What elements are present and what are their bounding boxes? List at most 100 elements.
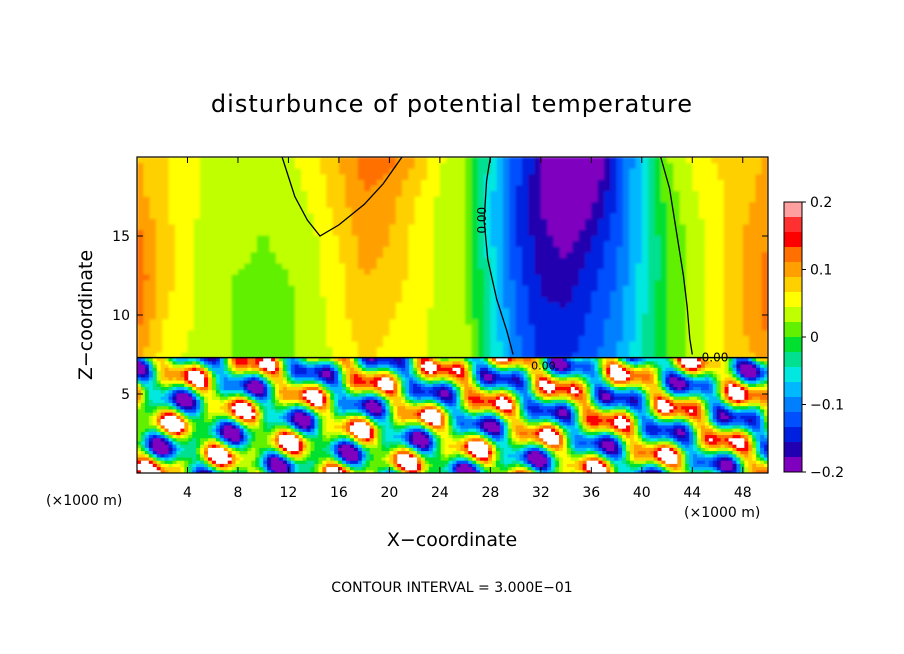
field-cell (244, 257, 252, 264)
field-cell (196, 456, 201, 461)
field-cell (578, 246, 586, 253)
field-cell (402, 240, 409, 247)
field-cell (314, 456, 319, 461)
field-cell (547, 285, 555, 292)
field-cell (211, 444, 217, 448)
field-cell (414, 307, 422, 314)
field-cell (288, 196, 296, 203)
field-cell (578, 466, 584, 471)
field-cell (458, 296, 466, 303)
field-cell (491, 444, 497, 448)
field-cell (319, 201, 327, 208)
field-cell (534, 335, 542, 342)
field-cell (585, 279, 592, 286)
field-cell (152, 444, 158, 448)
field-cell (553, 223, 561, 231)
field-cell (665, 469, 670, 473)
field-cell (389, 460, 394, 464)
field-cell (370, 184, 378, 192)
field-cell (338, 346, 346, 353)
field-cell (219, 444, 225, 448)
field-cell (578, 329, 586, 336)
field-cell (717, 157, 725, 164)
field-cell (342, 453, 347, 458)
field-cell (439, 318, 447, 325)
field-cell (448, 460, 453, 464)
field-cell (660, 162, 668, 169)
field-cell (760, 466, 765, 471)
field-cell (370, 329, 378, 336)
field-cell (610, 196, 618, 203)
field-cell (742, 318, 750, 325)
field-cell (629, 335, 637, 342)
field-cell (263, 450, 268, 455)
field-cell (764, 469, 768, 473)
field-cell (654, 173, 662, 180)
field-cell (275, 229, 283, 236)
field-cell (452, 168, 460, 175)
field-cell (196, 463, 201, 468)
field-cell (349, 460, 355, 464)
field-cell (616, 324, 624, 331)
field-cell (468, 456, 473, 461)
field-cell (162, 207, 170, 214)
field-cell (408, 279, 416, 286)
field-cell (626, 466, 631, 471)
field-cell (193, 190, 201, 197)
field-cell (667, 346, 674, 353)
field-cell (698, 268, 706, 275)
field-cell (433, 173, 441, 180)
field-cell (200, 168, 208, 175)
field-cell (591, 285, 599, 292)
field-cell (351, 229, 359, 236)
field-cell (744, 466, 749, 471)
field-cell (383, 240, 390, 247)
field-cell (149, 207, 157, 214)
field-cell (685, 240, 693, 247)
field-cell (332, 179, 340, 186)
field-cell (692, 212, 700, 219)
field-cell (586, 456, 592, 461)
field-cell (446, 352, 454, 359)
field-cell (559, 190, 567, 197)
field-cell (610, 179, 618, 186)
field-cell (527, 456, 532, 461)
field-cell (440, 447, 446, 452)
field-cell (288, 207, 296, 214)
field-cell (332, 279, 340, 286)
field-cell (578, 313, 586, 320)
field-cell (465, 318, 473, 325)
field-cell (357, 212, 365, 219)
field-cell (269, 246, 277, 253)
field-cell (578, 290, 586, 297)
field-cell (269, 335, 277, 342)
field-cell (420, 463, 426, 468)
field-cell (206, 168, 214, 175)
field-cell (606, 466, 611, 471)
field-cell (206, 251, 214, 258)
field-cell (298, 444, 304, 448)
field-cell (351, 218, 359, 225)
field-cell (717, 335, 725, 342)
field-cell (275, 190, 283, 197)
field-cell (255, 450, 260, 455)
field-cell (282, 340, 290, 348)
field-cell (641, 201, 649, 208)
field-cell (531, 450, 536, 455)
field-cell (174, 274, 182, 281)
field-cell (408, 318, 416, 325)
field-cell (681, 450, 686, 455)
field-cell (307, 290, 315, 297)
field-cell (187, 268, 195, 275)
field-cell (673, 162, 681, 169)
field-cell (174, 329, 182, 336)
field-cell (572, 290, 580, 297)
field-cell (402, 301, 409, 309)
field-cell (288, 285, 296, 292)
field-cell (313, 212, 321, 219)
field-cell (247, 460, 252, 464)
field-cell (749, 352, 756, 359)
field-cell (225, 168, 233, 175)
field-cell (477, 168, 485, 175)
field-cell (239, 466, 244, 471)
